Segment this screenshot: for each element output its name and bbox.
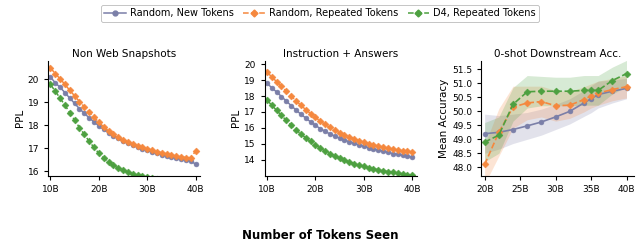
Y-axis label: PPL: PPL	[231, 109, 241, 127]
Legend: Random, New Tokens, Random, Repeated Tokens, D4, Repeated Tokens: Random, New Tokens, Random, Repeated Tok…	[101, 5, 539, 22]
Title: Instruction + Answers: Instruction + Answers	[283, 49, 399, 59]
Y-axis label: PPL: PPL	[15, 109, 25, 127]
Title: Non Web Snapshots: Non Web Snapshots	[72, 49, 177, 59]
Title: 0-shot Downstream Acc.: 0-shot Downstream Acc.	[493, 49, 621, 59]
Text: Number of Tokens Seen: Number of Tokens Seen	[242, 229, 398, 242]
Y-axis label: Mean Accuracy: Mean Accuracy	[439, 79, 449, 158]
